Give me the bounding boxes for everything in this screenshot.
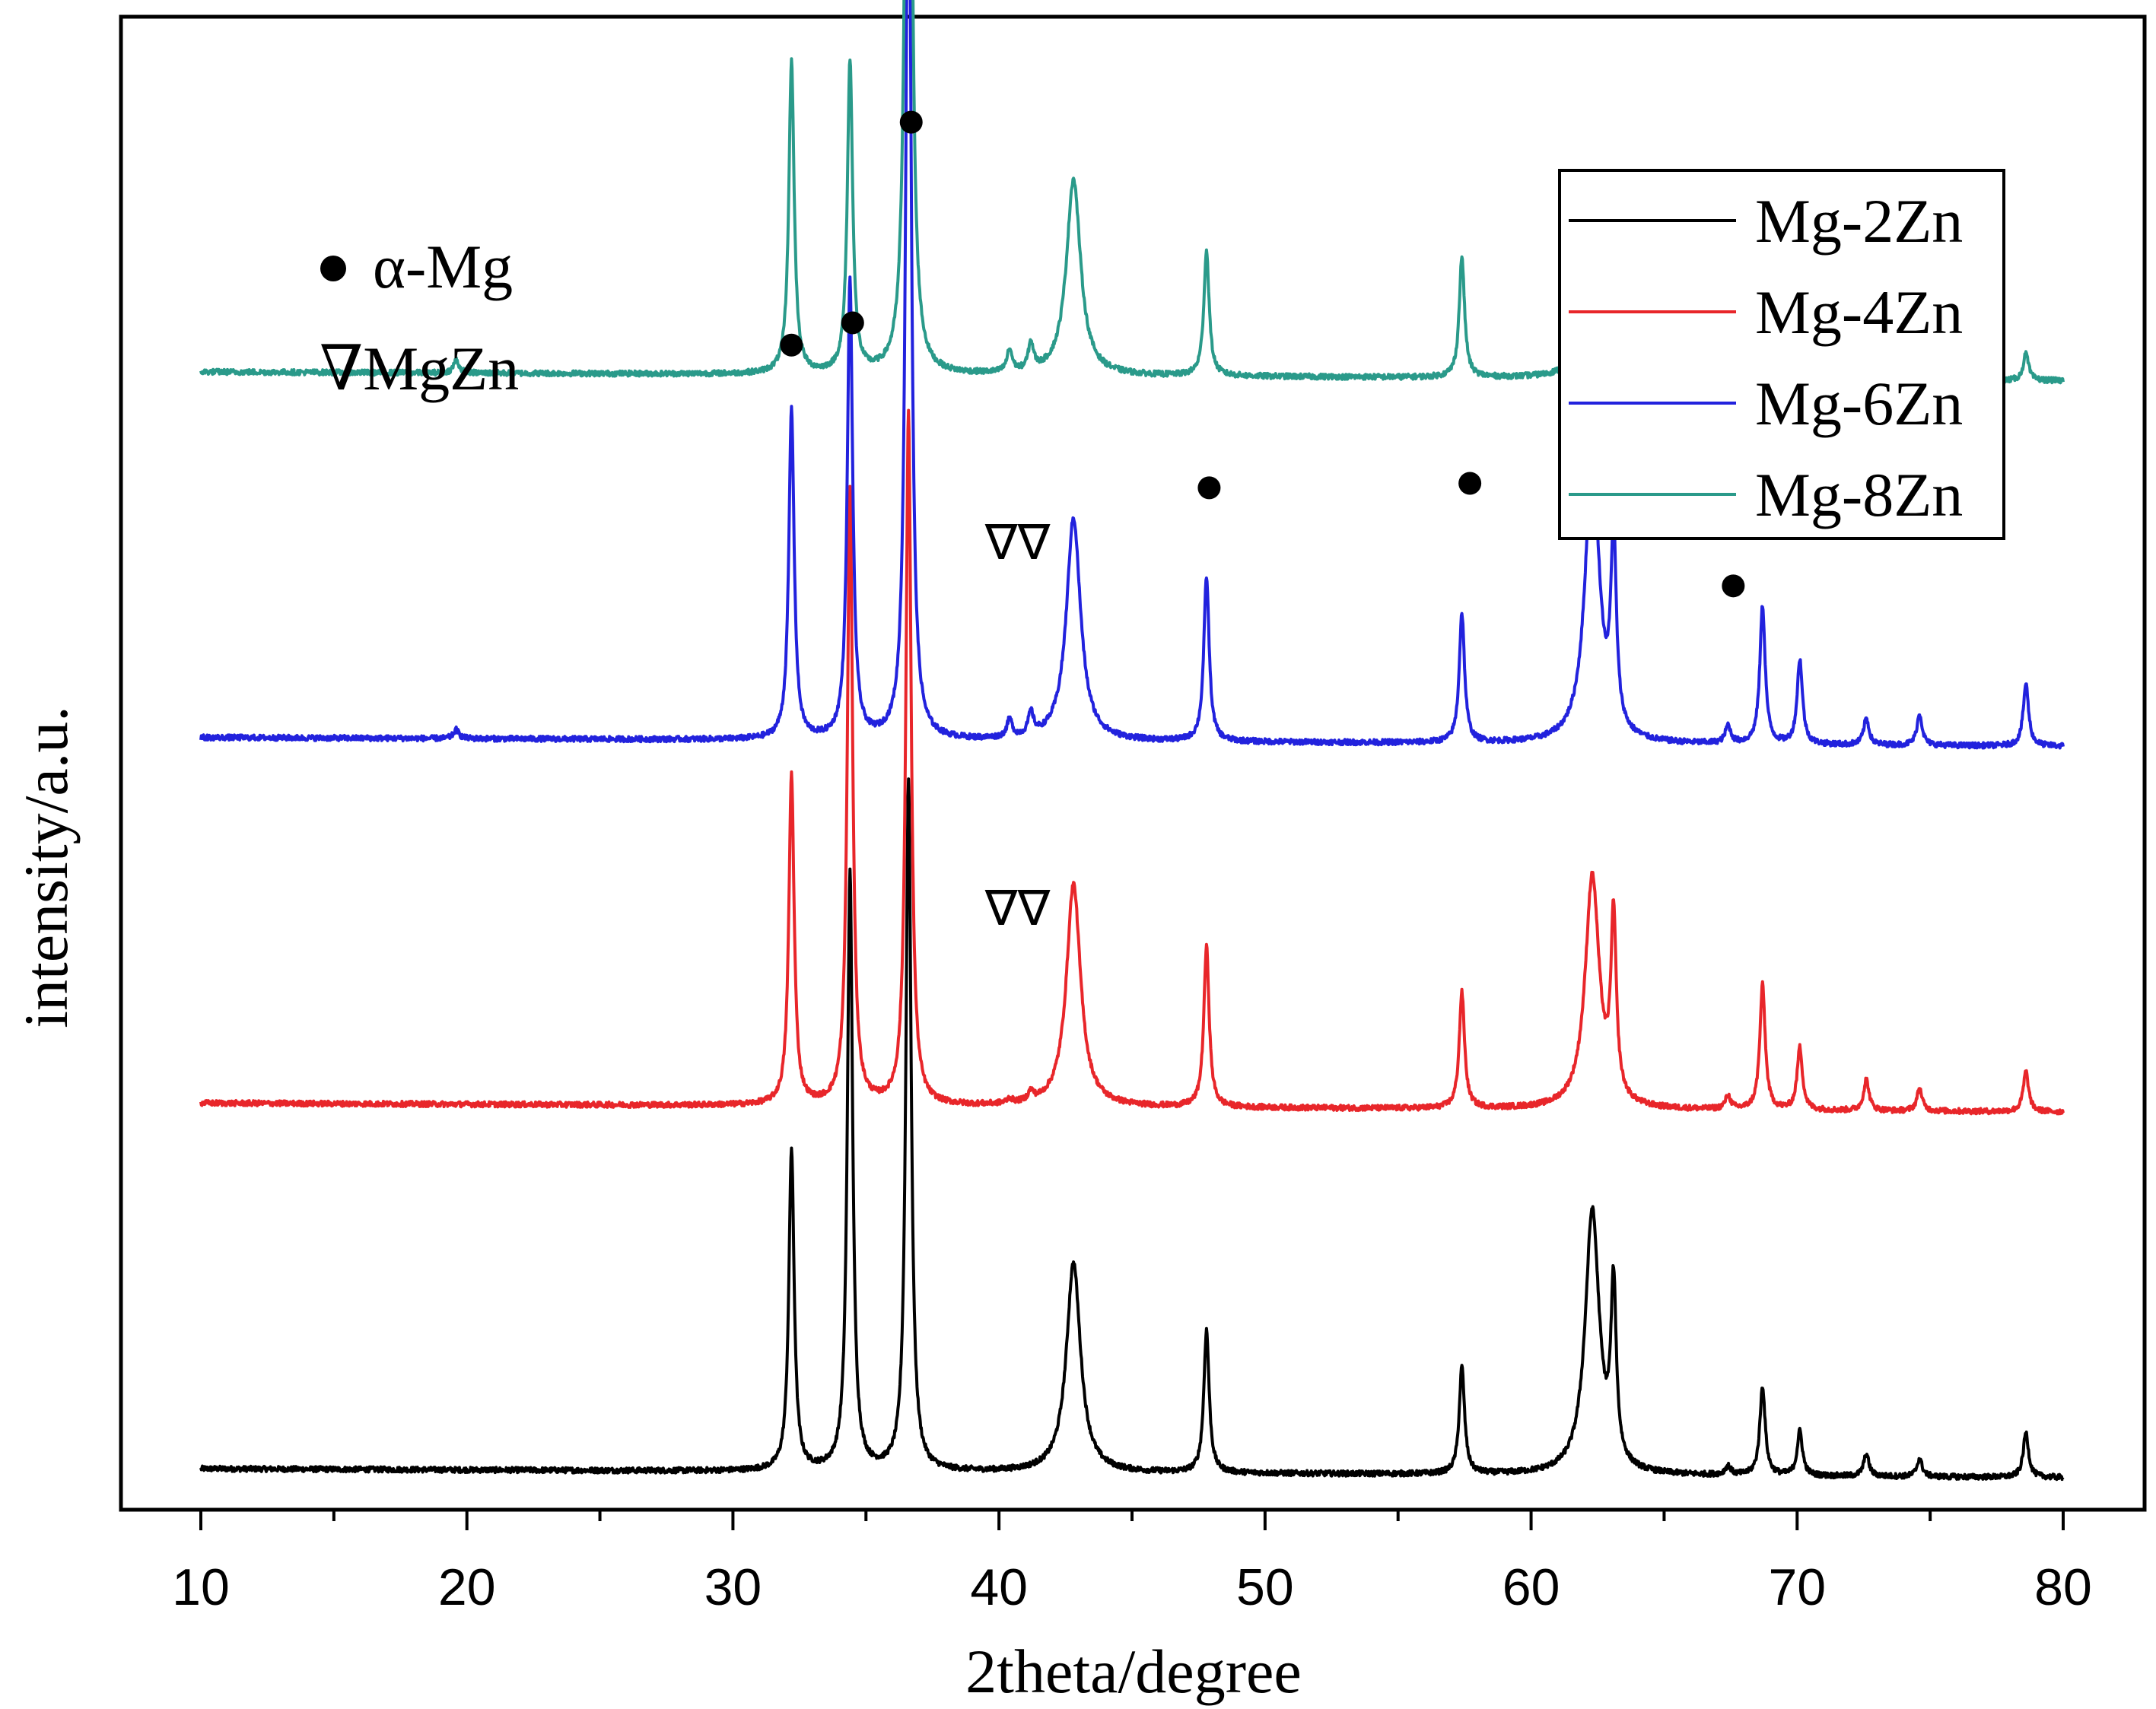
x-axis-title: 2theta/degree [965, 1637, 1302, 1706]
y-axis-title: intensity/a.u. [11, 706, 81, 1028]
legend-label-mg-6zn: Mg-6Zn [1755, 369, 1963, 438]
alpha-mg-label: α-Mg [373, 232, 513, 301]
mgzn-marker: ∇∇ [984, 515, 1051, 571]
alpha-mg-marker [1722, 574, 1745, 598]
alpha-mg-marker [841, 311, 864, 335]
x-tick-label: 40 [970, 1558, 1028, 1616]
series-line-mg-4zn [199, 408, 2065, 1116]
x-tick-label: 20 [438, 1558, 496, 1616]
mgzn-marker: ∇∇ [984, 881, 1051, 937]
alpha-mg-marker [1197, 476, 1221, 500]
x-axis-tick-labels: 10 20 30 40 50 60 70 80 [172, 1558, 2092, 1616]
annotation-legend: α-Mg ∇MgZn [320, 232, 519, 403]
x-tick-label: 60 [1503, 1558, 1560, 1616]
x-tick-label: 80 [2034, 1558, 2092, 1616]
alpha-mg-marker [1458, 472, 1482, 495]
legend: Mg-2Zn Mg-4Zn Mg-6Zn Mg-8Zn [1558, 169, 2005, 540]
alpha-mg-marker-icon [320, 256, 346, 281]
x-axis-ticks [199, 1510, 2065, 1530]
series-line-mg-6zn [199, 0, 2065, 750]
x-tick-label: 10 [172, 1558, 230, 1616]
x-tick-label: 50 [1236, 1558, 1294, 1616]
alpha-mg-marker [780, 333, 803, 357]
legend-label-mg-8zn: Mg-8Zn [1755, 460, 1963, 529]
series-layer [199, 0, 2065, 1482]
mgzn-label: ∇MgZn [320, 334, 519, 403]
series-line-mg-2zn [199, 777, 2065, 1482]
alpha-mg-marker [899, 110, 923, 134]
legend-label-mg-4zn: Mg-4Zn [1755, 278, 1963, 347]
legend-label-mg-2zn: Mg-2Zn [1755, 186, 1963, 256]
x-tick-label: 70 [1768, 1558, 1826, 1616]
legend-box [1558, 169, 2005, 540]
x-tick-label: 30 [704, 1558, 762, 1616]
